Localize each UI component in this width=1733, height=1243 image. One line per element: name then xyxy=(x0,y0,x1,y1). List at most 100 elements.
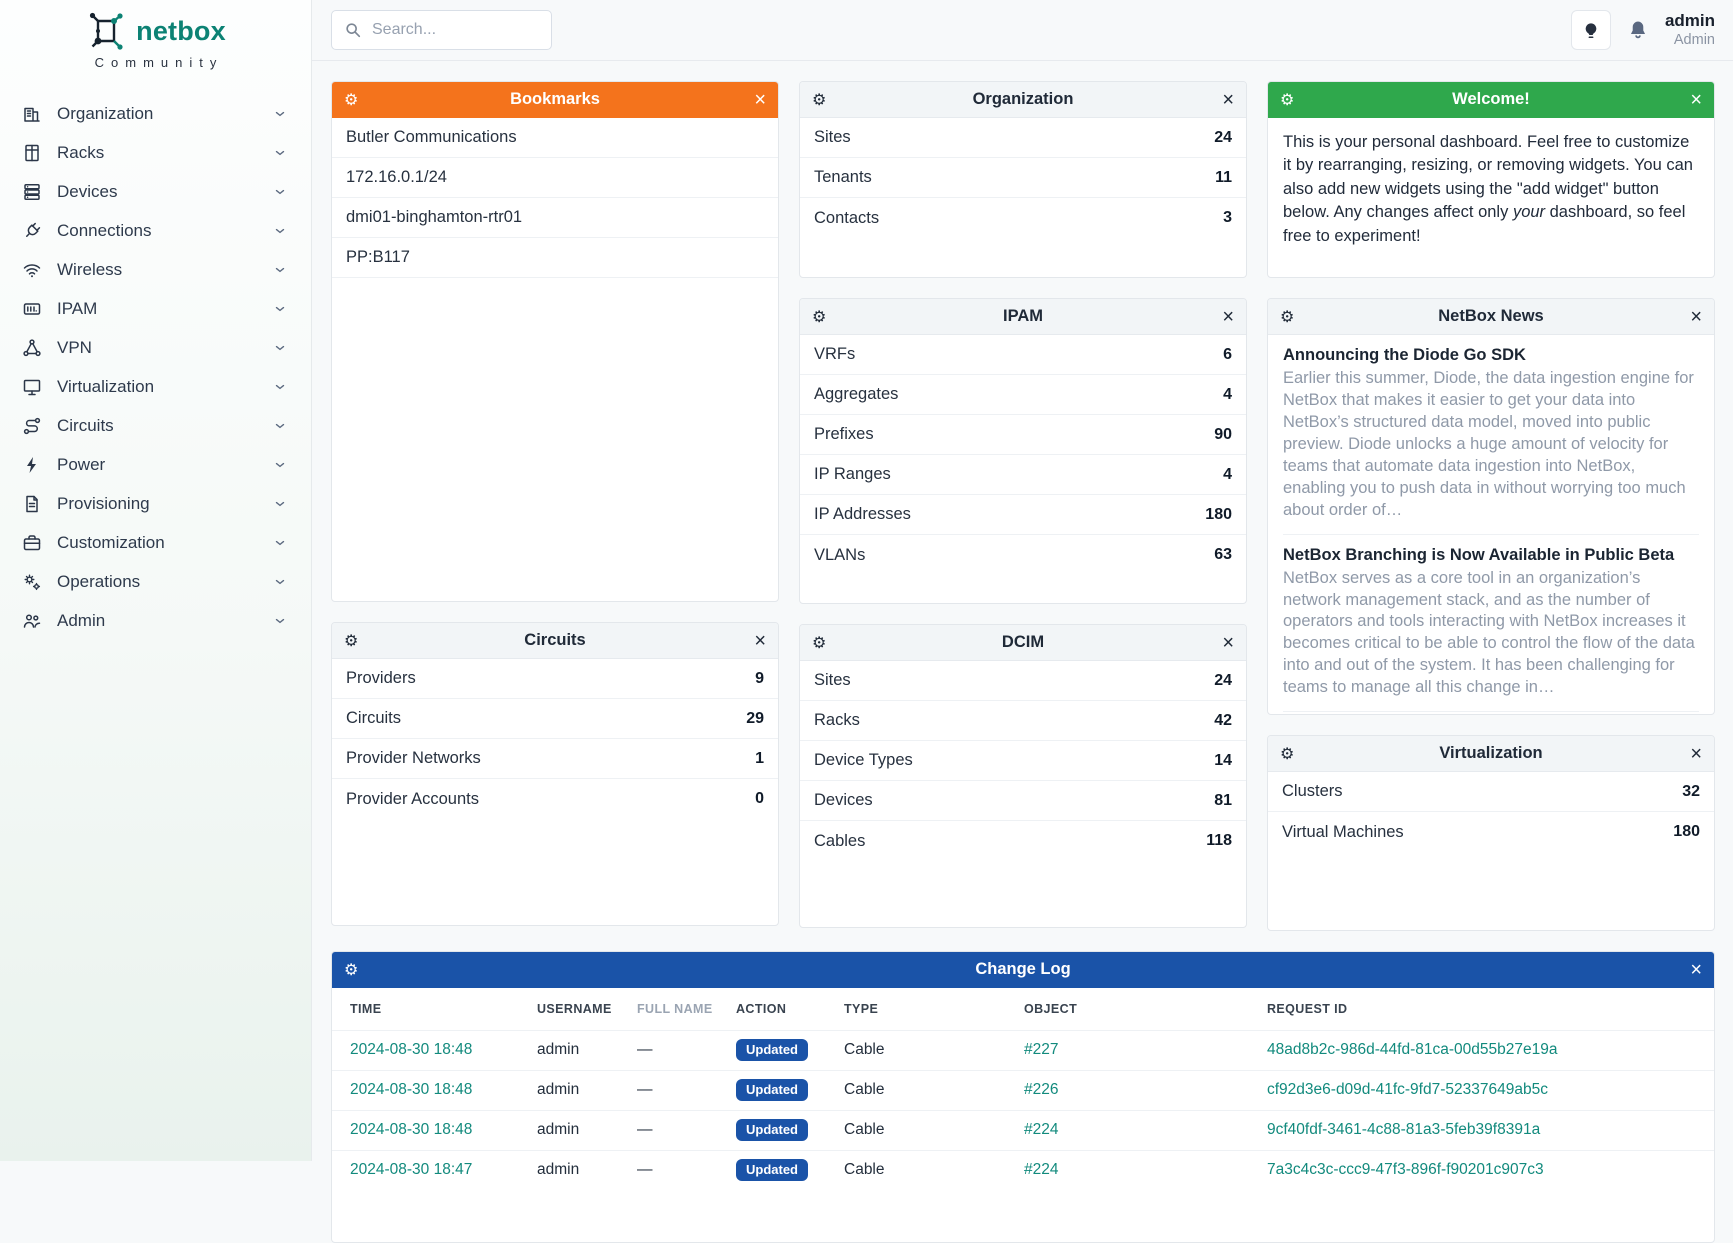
column-header-username: USERNAME xyxy=(537,1001,612,1016)
sidebar-item-connections[interactable]: Connections xyxy=(0,211,311,250)
wifi-icon xyxy=(22,260,42,280)
bookmark-label: dmi01-binghamton-rtr01 xyxy=(346,208,523,226)
widget-title: Organization xyxy=(972,90,1074,108)
sidebar-item-vpn[interactable]: VPN xyxy=(0,328,311,367)
changelog-full-name: — xyxy=(637,1149,736,1190)
news-headline[interactable]: Announcing the Diode Go SDK xyxy=(1283,346,1526,364)
user-menu[interactable]: admin Admin xyxy=(1665,11,1715,49)
bookmark-item[interactable]: Butler Communications xyxy=(332,118,778,158)
bookmark-item[interactable]: 172.16.0.1/24 xyxy=(332,158,778,198)
chevron-down-icon xyxy=(273,419,287,433)
close-icon[interactable]: × xyxy=(1690,299,1702,335)
close-icon[interactable]: × xyxy=(1690,736,1702,772)
gear-icon[interactable]: ⚙ xyxy=(1280,299,1294,335)
chevron-down-icon xyxy=(273,224,287,238)
theme-toggle-button[interactable] xyxy=(1570,10,1611,50)
search-input[interactable] xyxy=(372,21,539,39)
sidebar: netbox Community Organization Racks Devi… xyxy=(0,0,312,1161)
lightbulb-icon xyxy=(1581,20,1601,40)
stat-row: Aggregates 4 xyxy=(800,375,1246,415)
widget-title: DCIM xyxy=(1001,633,1045,651)
changelog-request-id-link[interactable]: cf92d3e6-d09d-41fc-9fd7-52337649ab5c xyxy=(1267,1081,1548,1098)
widget-title: NetBox News xyxy=(1438,307,1544,325)
close-icon[interactable]: × xyxy=(1690,82,1702,118)
netbox-logo-icon xyxy=(90,12,123,50)
sidebar-item-operations[interactable]: Operations xyxy=(0,562,311,601)
sidebar-item-power[interactable]: Power xyxy=(0,445,311,484)
chevron-down-icon xyxy=(273,497,287,511)
circuits-widget-header: ⚙ Circuits × xyxy=(332,623,778,659)
chevron-down-icon xyxy=(273,302,287,316)
sidebar-item-wireless[interactable]: Wireless xyxy=(0,250,311,289)
change-log-widget: ⚙ Change Log × TIME USERNAME FULL NAME A… xyxy=(331,951,1715,1243)
changelog-object-link[interactable]: #224 xyxy=(1024,1161,1059,1179)
changelog-object-link[interactable]: #224 xyxy=(1024,1121,1059,1138)
close-icon[interactable]: × xyxy=(754,623,766,659)
gears-icon xyxy=(22,572,42,592)
changelog-request-id-link[interactable]: 48ad8b2c-986d-44fd-81ca-00d55b27e19a xyxy=(1267,1041,1558,1058)
gear-icon[interactable]: ⚙ xyxy=(1280,82,1294,118)
virtualization-widget-header: ⚙ Virtualization × xyxy=(1268,736,1714,772)
notifications-button[interactable] xyxy=(1627,19,1649,41)
sidebar-item-circuits[interactable]: Circuits xyxy=(0,406,311,445)
gear-icon[interactable]: ⚙ xyxy=(344,952,358,988)
bookmark-item[interactable]: PP:B117 xyxy=(332,238,778,278)
changelog-username: admin xyxy=(537,1149,637,1190)
changelog-time-link[interactable]: 2024-08-30 18:47 xyxy=(350,1161,473,1179)
sidebar-item-virtualization[interactable]: Virtualization xyxy=(0,367,311,406)
gear-icon[interactable]: ⚙ xyxy=(344,623,358,659)
close-icon[interactable]: × xyxy=(1222,299,1234,335)
changelog-object-link[interactable]: #227 xyxy=(1024,1041,1059,1058)
changelog-time-link[interactable]: 2024-08-30 18:48 xyxy=(350,1081,473,1098)
dcim-widget: ⚙ DCIM × Sites 24 Racks 42 Device Types 14 … xyxy=(799,624,1247,928)
gear-icon[interactable]: ⚙ xyxy=(812,625,826,661)
building-icon xyxy=(22,104,42,124)
close-icon[interactable]: × xyxy=(1690,952,1702,988)
changelog-time-link[interactable]: 2024-08-30 18:48 xyxy=(350,1121,473,1138)
sidebar-item-customization[interactable]: Customization xyxy=(0,523,311,562)
changelog-username: admin xyxy=(537,1069,637,1110)
close-icon[interactable]: × xyxy=(1222,625,1234,661)
changelog-request-id-link[interactable]: 9cf40fdf-3461-4c88-81a3-5feb39f8391a xyxy=(1267,1121,1541,1138)
welcome-widget: ⚙ Welcome! × This is your personal dashb… xyxy=(1267,81,1715,278)
sidebar-item-provisioning[interactable]: Provisioning xyxy=(0,484,311,523)
sidebar-item-racks[interactable]: Racks xyxy=(0,133,311,172)
column-header-action: ACTION xyxy=(736,1001,787,1016)
changelog-object-link[interactable]: #226 xyxy=(1024,1081,1059,1098)
gear-icon[interactable]: ⚙ xyxy=(812,82,826,118)
changelog-time-link[interactable]: 2024-08-30 18:48 xyxy=(350,1041,473,1058)
news-widget-header: ⚙ NetBox News × xyxy=(1268,299,1714,335)
sidebar-nav: Organization Racks Devices Connections W… xyxy=(0,94,311,640)
bookmark-item[interactable]: dmi01-binghamton-rtr01 xyxy=(332,198,778,238)
sidebar-item-label: Circuits xyxy=(57,415,114,435)
gear-icon[interactable]: ⚙ xyxy=(344,82,358,118)
sidebar-item-organization[interactable]: Organization xyxy=(0,94,311,133)
netbox-logo[interactable]: netbox xyxy=(0,12,311,50)
sidebar-item-ipam[interactable]: IPAM xyxy=(0,289,311,328)
bookmarks-widget: ⚙ Bookmarks × Butler Communications 172.… xyxy=(331,81,779,602)
gear-icon[interactable]: ⚙ xyxy=(1280,736,1294,772)
widget-title: Virtualization xyxy=(1439,744,1543,762)
stat-row: VLANs 63 xyxy=(814,545,1232,564)
bell-icon xyxy=(1627,19,1649,41)
news-item: Announcing the Diode Go SDK Earlier this… xyxy=(1283,335,1699,535)
sidebar-item-admin[interactable]: Admin xyxy=(0,601,311,640)
news-headline[interactable]: NetBox Branching is Now Available in Pub… xyxy=(1283,545,1675,564)
table-row: 2024-08-30 18:48 admin — Updated Cable #… xyxy=(332,1029,1714,1070)
changelog-request-id-link[interactable]: 7a3c4c3c-ccc9-47f3-896f-f90201c907c3 xyxy=(1267,1161,1544,1179)
stat-row: Virtual Machines 180 xyxy=(1282,822,1700,841)
server-icon xyxy=(22,182,42,202)
gear-icon[interactable]: ⚙ xyxy=(812,299,826,335)
search-box xyxy=(331,10,552,50)
sidebar-item-devices[interactable]: Devices xyxy=(0,172,311,211)
table-row: 2024-08-30 18:48 admin — Updated Cable #… xyxy=(332,1109,1714,1150)
dcim-widget-header: ⚙ DCIM × xyxy=(800,625,1246,661)
close-icon[interactable]: × xyxy=(754,82,766,118)
close-icon[interactable]: × xyxy=(1222,82,1234,118)
stat-row: VRFs 6 xyxy=(800,335,1246,375)
plug-icon xyxy=(22,221,42,241)
widget-title: Welcome! xyxy=(1452,90,1530,108)
column-header-time: TIME xyxy=(350,1001,382,1016)
brand-name: netbox xyxy=(136,15,226,46)
bookmark-label: 172.16.0.1/24 xyxy=(346,168,447,186)
